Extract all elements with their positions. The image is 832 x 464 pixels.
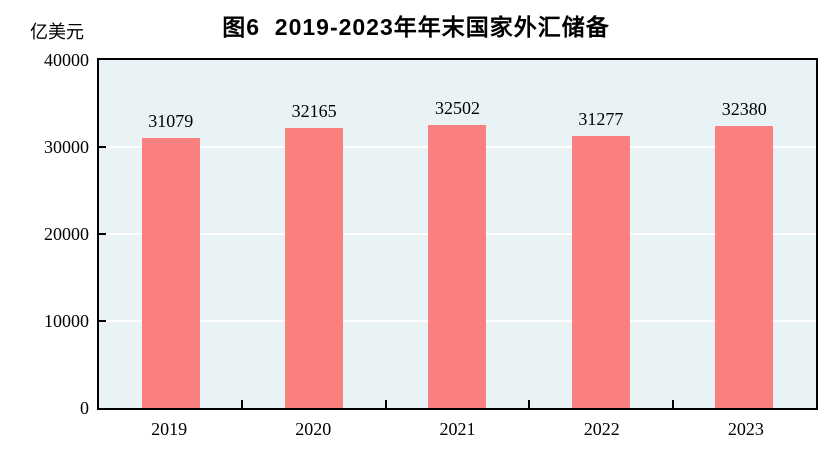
x-tick-mark-2 <box>384 400 387 408</box>
x-axis-label-2023: 2023 <box>727 419 764 439</box>
bar-slot-2023: 32380 <box>673 60 816 408</box>
x-tick-mark-4 <box>671 400 674 408</box>
x-axis-label-2019: 2019 <box>151 419 188 439</box>
y-axis-label-10000: 10000 <box>44 311 89 331</box>
y-axis-label-40000: 40000 <box>44 50 89 70</box>
x-axis-label-2021: 2021 <box>439 419 476 439</box>
chart-title: 图6 2019-2023年年末国家外汇储备 <box>222 14 610 40</box>
bar-2019 <box>141 137 200 408</box>
y-tick-mark-20000 <box>99 233 106 235</box>
x-tick-mark-3 <box>528 400 531 408</box>
bar-slot-2020: 32165 <box>242 60 385 408</box>
bar-value-label-2021: 32502 <box>434 98 480 119</box>
bar-2023 <box>715 126 774 408</box>
bar-slot-2022: 31277 <box>529 60 672 408</box>
x-tick-mark-1 <box>241 400 244 408</box>
y-tick-mark-10000 <box>99 320 106 322</box>
bar-2020 <box>285 128 344 408</box>
y-axis-unit-label: 亿美元 <box>30 22 84 42</box>
y-axis-label-0: 0 <box>80 398 89 418</box>
plot-area: 31079 32165 32502 31277 32380 <box>97 58 818 410</box>
bar-2021 <box>428 125 487 408</box>
y-tick-mark-30000 <box>99 146 106 148</box>
y-axis-label-30000: 30000 <box>44 137 89 157</box>
bar-value-label-2019: 31079 <box>148 110 194 131</box>
bar-slot-2019: 31079 <box>99 60 242 408</box>
bar-value-label-2023: 32380 <box>721 99 767 120</box>
bar-value-label-2020: 32165 <box>291 101 337 122</box>
bar-value-label-2022: 31277 <box>578 108 624 129</box>
x-axis-label-2020: 2020 <box>295 419 332 439</box>
y-axis-label-20000: 20000 <box>44 224 89 244</box>
bar-slot-2021: 32502 <box>386 60 529 408</box>
x-axis-label-2022: 2022 <box>583 419 620 439</box>
bar-2022 <box>571 135 630 408</box>
